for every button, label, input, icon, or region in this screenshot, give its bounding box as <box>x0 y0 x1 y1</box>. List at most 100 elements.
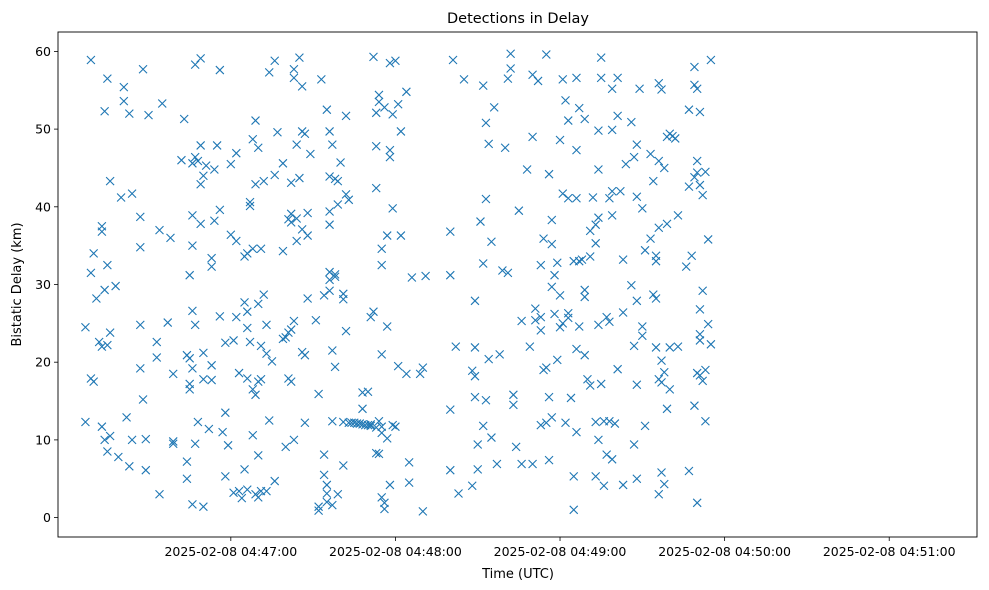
data-point <box>196 141 206 150</box>
data-point <box>127 435 137 445</box>
data-point <box>270 476 280 486</box>
data-point <box>388 203 398 213</box>
data-point <box>594 126 603 136</box>
data-point <box>240 465 249 474</box>
data-point <box>295 53 304 63</box>
data-point <box>182 457 192 467</box>
data-point <box>303 294 313 303</box>
data-point <box>305 149 315 159</box>
data-point <box>242 249 252 258</box>
data-point <box>248 384 258 394</box>
data-point <box>366 419 376 429</box>
data-point <box>344 195 354 205</box>
data-point <box>651 343 661 352</box>
data-point <box>105 431 115 441</box>
data-point <box>487 237 496 247</box>
data-point <box>498 266 507 275</box>
data-point <box>327 346 337 355</box>
data-point <box>632 296 642 306</box>
data-point <box>292 236 302 246</box>
data-point <box>607 210 617 220</box>
data-point <box>588 193 598 202</box>
data-point <box>102 74 112 84</box>
data-point <box>185 353 195 363</box>
data-point <box>215 205 225 215</box>
data-point <box>256 374 266 384</box>
data-point <box>286 209 296 219</box>
data-point <box>607 454 617 464</box>
data-point <box>330 272 340 282</box>
data-point <box>122 412 131 422</box>
data-point <box>651 294 661 303</box>
x-tick-label: 2025-02-08 04:49:00 <box>494 544 627 559</box>
data-point <box>594 320 603 330</box>
data-point <box>248 244 258 254</box>
data-point <box>212 141 222 150</box>
plot-area-frame <box>57 31 978 538</box>
data-point <box>681 262 691 272</box>
data-point <box>229 488 238 498</box>
data-point <box>168 439 178 449</box>
data-point <box>237 493 247 503</box>
data-point <box>281 332 291 342</box>
data-point <box>325 220 334 230</box>
data-point <box>572 73 581 83</box>
data-point <box>665 384 675 394</box>
data-point <box>605 416 614 426</box>
data-point <box>116 193 126 202</box>
data-point <box>286 377 296 387</box>
data-point <box>196 54 206 63</box>
data-point <box>199 348 208 358</box>
data-point <box>706 55 716 65</box>
data-point <box>536 312 546 322</box>
data-point <box>552 355 562 365</box>
data-point <box>654 156 664 166</box>
data-point <box>385 480 395 490</box>
data-point <box>251 116 260 125</box>
data-point <box>193 417 203 427</box>
data-point <box>618 480 628 490</box>
data-point <box>333 489 343 499</box>
data-point <box>445 227 455 237</box>
data-point <box>569 472 579 481</box>
data-point <box>481 395 491 405</box>
data-point <box>596 53 606 63</box>
data-point <box>690 80 699 90</box>
data-point <box>550 309 559 319</box>
data-point <box>385 152 395 162</box>
data-point <box>555 290 565 300</box>
data-point <box>240 297 249 307</box>
data-point <box>640 245 650 255</box>
data-point <box>692 156 702 166</box>
data-point <box>585 381 595 390</box>
data-point <box>648 176 658 186</box>
data-point <box>322 489 332 498</box>
data-point <box>330 362 340 372</box>
data-point <box>86 55 96 65</box>
data-point <box>651 251 661 261</box>
data-point <box>407 273 417 282</box>
data-point <box>295 173 304 183</box>
data-point <box>270 56 280 66</box>
data-point <box>402 87 411 97</box>
data-point <box>253 143 263 153</box>
data-point <box>144 110 153 120</box>
data-point <box>341 111 351 121</box>
data-point <box>687 251 697 261</box>
data-point <box>97 342 107 352</box>
data-point <box>657 85 666 94</box>
data-point <box>610 419 620 428</box>
data-point <box>511 442 521 452</box>
data-point <box>226 159 236 169</box>
data-point <box>168 437 178 446</box>
data-point <box>190 439 200 449</box>
data-point <box>102 340 112 350</box>
data-point <box>602 312 612 322</box>
data-point <box>105 328 115 338</box>
data-point <box>470 296 480 306</box>
data-point <box>163 318 173 327</box>
y-tick-label: 10 <box>35 432 51 447</box>
data-point <box>303 208 313 218</box>
data-point <box>325 207 334 216</box>
